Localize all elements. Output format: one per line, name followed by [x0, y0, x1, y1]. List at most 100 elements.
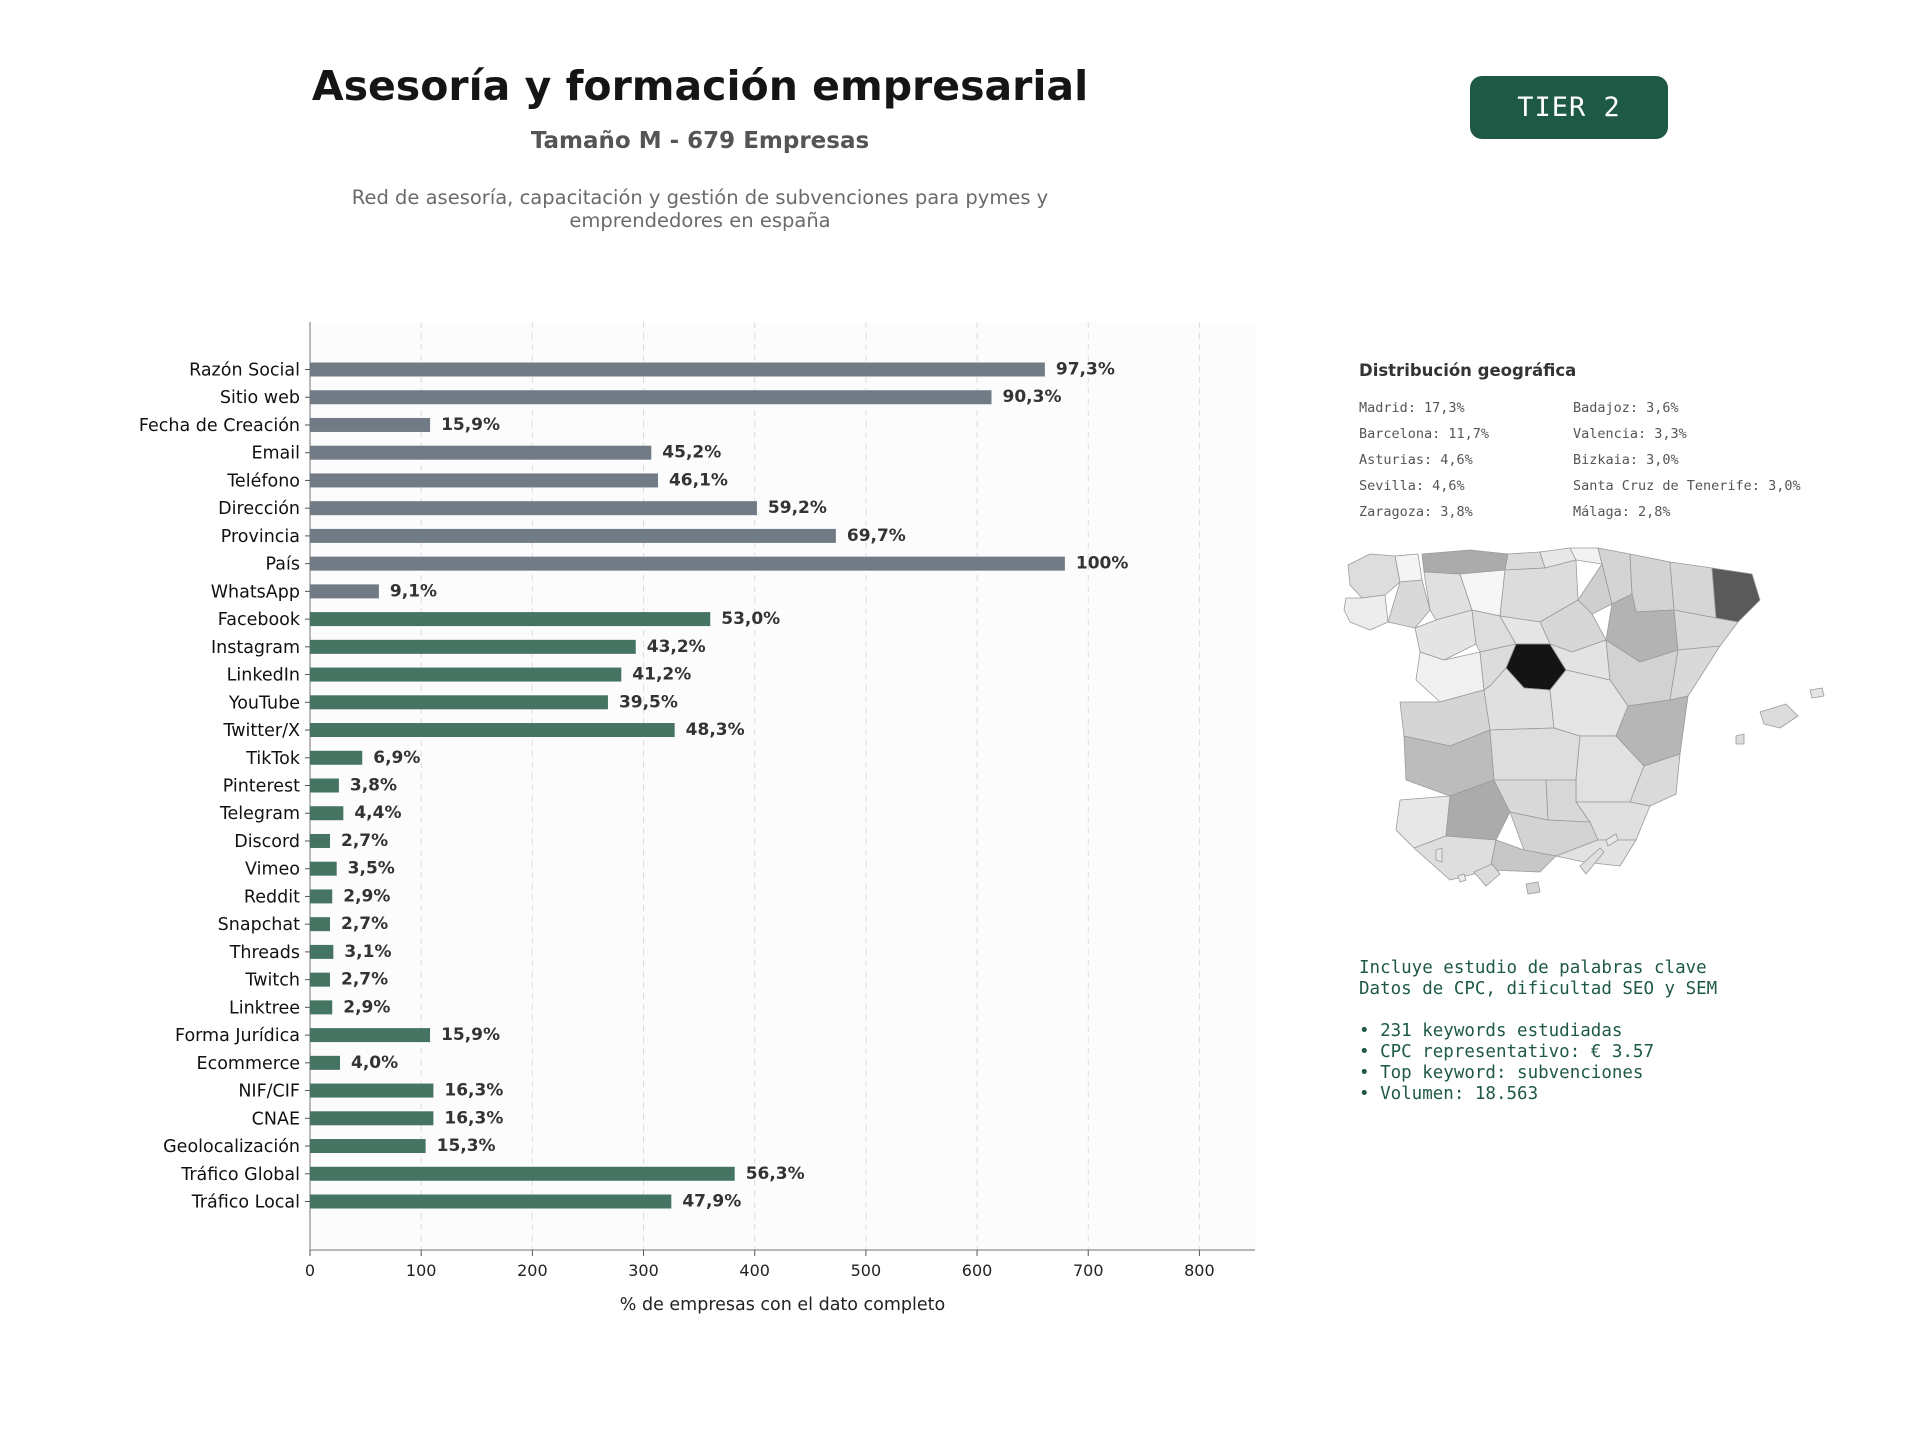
category-label: Facebook — [218, 610, 301, 630]
geo-item-zaragoza: Zaragoza: 3,8% — [1359, 504, 1473, 520]
bar — [310, 556, 1065, 571]
category-label: Forma Jurídica — [175, 1026, 300, 1046]
category-label: Razón Social — [189, 361, 300, 381]
bar-value-label: 4,0% — [351, 1053, 398, 1073]
category-label: CNAE — [252, 1109, 300, 1129]
bar — [310, 445, 652, 460]
geo-distribution-title: Distribución geográfica — [1359, 361, 1577, 380]
map-region-castellon — [1669, 645, 1721, 701]
bar — [310, 1083, 434, 1098]
bar — [310, 1139, 426, 1154]
keywords-bullet-4: • Volumen: 18.563 — [1359, 1084, 1539, 1104]
page-description: Red de asesoría, capacitación y gestión … — [0, 186, 1400, 232]
bar-value-label: 15,9% — [441, 415, 500, 435]
category-label: Twitter/X — [222, 721, 300, 741]
bar — [310, 501, 757, 516]
bar — [310, 584, 379, 599]
bar-value-label: 3,5% — [348, 859, 395, 879]
geo-item-badajoz: Badajoz: 3,6% — [1573, 400, 1679, 416]
map-region-galicia-coast — [1343, 594, 1389, 631]
category-label: Vimeo — [245, 860, 300, 880]
bar — [310, 1194, 672, 1209]
category-label: YouTube — [228, 693, 300, 713]
bar — [310, 528, 836, 543]
geo-item-sevilla: Sevilla: 4,6% — [1359, 478, 1465, 494]
keywords-bullet-3: • Top keyword: subvenciones — [1359, 1063, 1644, 1083]
category-label: Sitio web — [220, 388, 300, 408]
map-region-alicante — [1629, 753, 1681, 807]
bar-value-label: 48,3% — [686, 720, 745, 740]
map-region-asturias — [1421, 549, 1509, 575]
category-label: Instagram — [211, 638, 300, 658]
category-label: Geolocalización — [163, 1137, 300, 1157]
map-region-la-gomera — [1457, 873, 1467, 883]
bar-value-label: 45,2% — [662, 443, 721, 463]
category-label: TikTok — [245, 749, 301, 769]
category-label: Discord — [234, 832, 300, 852]
bar — [310, 723, 675, 738]
geo-item-santa-cruz-de-tenerife: Santa Cruz de Tenerife: 3,0% — [1573, 478, 1801, 494]
bar-value-label: 100% — [1076, 554, 1129, 574]
map-region-tenerife — [1473, 863, 1501, 887]
category-label: Telegram — [219, 804, 300, 824]
map-region-barcelona — [1711, 567, 1761, 623]
x-tick-label: 800 — [1184, 1261, 1215, 1280]
bar — [310, 833, 331, 848]
bar-value-label: 39,5% — [619, 692, 678, 712]
bar-value-label: 2,7% — [341, 831, 388, 851]
bar-value-label: 15,3% — [437, 1136, 496, 1156]
x-tick-label: 100 — [406, 1261, 437, 1280]
bar — [310, 639, 636, 654]
map-region-lanzarote — [1605, 833, 1619, 847]
bar — [310, 390, 992, 405]
category-label: Fecha de Creación — [139, 416, 300, 436]
bar-value-label: 90,3% — [1003, 387, 1062, 407]
geo-item-barcelona: Barcelona: 11,7% — [1359, 426, 1490, 442]
x-tick-label: 500 — [851, 1261, 882, 1280]
category-label: Reddit — [244, 887, 300, 907]
geo-item-malaga: Málaga: 2,8% — [1573, 504, 1671, 520]
bar-value-label: 46,1% — [669, 470, 728, 490]
bar-value-label: 41,2% — [632, 665, 691, 685]
map-region-ourense — [1387, 579, 1431, 629]
bar-value-label: 59,2% — [768, 498, 827, 518]
map-region-mallorca — [1759, 703, 1799, 729]
bar — [310, 778, 339, 793]
category-label: Threads — [229, 943, 300, 963]
keywords-bullet-2: • CPC representativo: € 3.57 — [1359, 1042, 1655, 1062]
category-label: Teléfono — [226, 471, 300, 491]
bar — [310, 473, 658, 488]
canary-islands-map — [1435, 833, 1619, 895]
x-tick-label: 700 — [1073, 1261, 1104, 1280]
bar — [310, 944, 334, 959]
category-label: Twitch — [244, 971, 300, 991]
map-region-lugo — [1394, 553, 1423, 583]
bar — [310, 750, 363, 765]
category-label: Tráfico Global — [180, 1165, 300, 1185]
bar — [310, 917, 331, 932]
category-label: Provincia — [221, 527, 300, 547]
bar-value-label: 4,4% — [354, 803, 401, 823]
geo-item-madrid: Madrid: 17,3% — [1359, 400, 1465, 416]
map-region-la-palma — [1435, 847, 1443, 863]
bar — [310, 1055, 341, 1070]
category-label: Dirección — [218, 499, 300, 519]
category-label: Tráfico Local — [191, 1193, 300, 1213]
bar — [310, 806, 344, 821]
bar — [310, 362, 1045, 377]
bar-value-label: 9,1% — [390, 581, 437, 601]
x-tick-label: 600 — [962, 1261, 993, 1280]
x-tick-label: 200 — [517, 1261, 548, 1280]
bar-value-label: 16,3% — [444, 1108, 503, 1128]
category-label: NIF/CIF — [238, 1082, 300, 1102]
bar-value-label: 53,0% — [721, 609, 780, 629]
category-label: Pinterest — [223, 777, 300, 797]
bar-value-label: 3,1% — [344, 942, 391, 962]
spain-province-map — [1343, 547, 1825, 881]
description-line-1: Red de asesoría, capacitación y gestión … — [351, 186, 1049, 209]
page-title: Asesoría y formación empresarial — [311, 62, 1089, 110]
tier-badge: TIER 2 — [1470, 76, 1668, 139]
bar-value-label: 15,9% — [441, 1025, 500, 1045]
x-tick-label: 300 — [628, 1261, 659, 1280]
category-label: Ecommerce — [197, 1054, 300, 1074]
